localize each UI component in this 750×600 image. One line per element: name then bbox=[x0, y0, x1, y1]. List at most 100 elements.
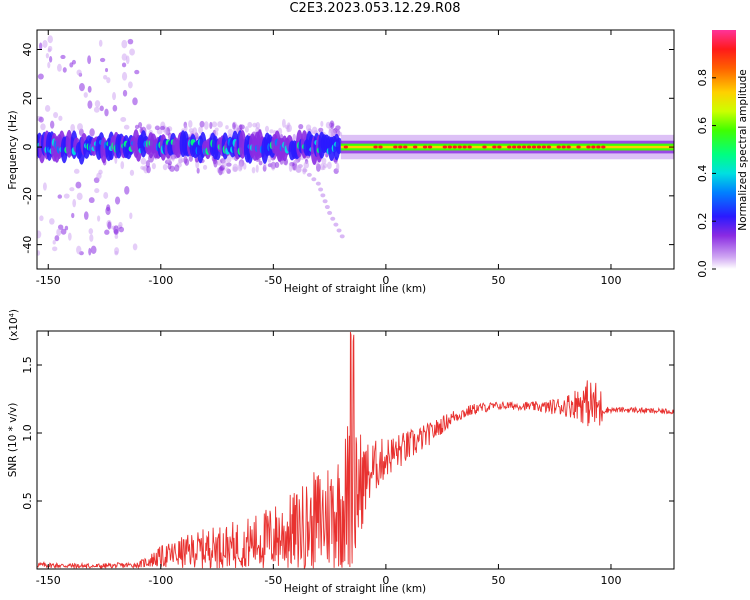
spectrogram-blob bbox=[42, 39, 48, 48]
spectrogram-xtick-label: -50 bbox=[264, 274, 282, 287]
spectrogram-peak-dot bbox=[393, 145, 398, 149]
spectrogram-peak-dot bbox=[412, 145, 418, 149]
spectrogram-trail-blob bbox=[322, 199, 328, 204]
spectrogram-blob bbox=[57, 63, 62, 72]
spectrogram-blob bbox=[37, 230, 42, 239]
spectrogram-blob bbox=[77, 123, 83, 131]
spectrogram-blob bbox=[94, 100, 101, 108]
spectrogram-peak-dot bbox=[492, 145, 497, 149]
spectrogram-plot: -150 -100 -50 0 50 100 -40 -20 0 20 40 Height of s… bbox=[7, 29, 675, 295]
spectrogram-blob bbox=[213, 158, 218, 168]
spectrogram-blob bbox=[134, 69, 140, 75]
spectrogram-blob bbox=[298, 123, 304, 130]
colorbar-tick-label: 0.0 bbox=[696, 260, 709, 278]
spectrogram-blob bbox=[89, 234, 94, 242]
spectrogram-trail-blob bbox=[311, 177, 317, 182]
spectrogram-blob bbox=[267, 158, 272, 163]
spectrogram-blob bbox=[62, 67, 67, 73]
spectrogram-blob bbox=[258, 160, 263, 166]
spectrogram-blob bbox=[83, 211, 89, 220]
spectrogram-blob bbox=[52, 246, 58, 252]
spectrogram-blob bbox=[76, 192, 83, 201]
spectrogram-band-blob bbox=[335, 137, 343, 154]
spectrogram-blob bbox=[162, 164, 168, 171]
snr-frame bbox=[36, 330, 675, 570]
spectrogram-blob bbox=[47, 45, 53, 52]
spectrogram-peak-dot bbox=[566, 145, 571, 149]
spectrogram-blob bbox=[49, 120, 55, 129]
spectrogram-peak-dot bbox=[427, 145, 433, 149]
spectrogram-peak-dot bbox=[586, 145, 591, 149]
spectrogram-blob bbox=[325, 121, 332, 129]
spectrogram-blob bbox=[57, 194, 63, 199]
spectrogram-blob bbox=[124, 185, 130, 195]
spectrogram-blob bbox=[326, 161, 332, 170]
spectrogram-blob bbox=[196, 167, 200, 174]
colorbar-tick-label: 0.4 bbox=[696, 165, 709, 183]
spectrogram-blob bbox=[227, 128, 234, 136]
spectrogram-ytick-label: 20 bbox=[21, 91, 34, 105]
spectrogram-blob bbox=[159, 125, 166, 131]
spectrogram-peak-dot bbox=[442, 145, 448, 149]
spectrogram-trail-blob bbox=[318, 187, 324, 192]
spectrogram-blob bbox=[129, 212, 133, 220]
spectrogram-blob bbox=[76, 69, 82, 76]
spectrogram-xlabel: Height of straight line (km) bbox=[284, 283, 426, 295]
spectrogram-frame bbox=[36, 29, 675, 270]
snr-xtick-label: -150 bbox=[36, 574, 61, 587]
spectrogram-blob bbox=[39, 215, 44, 222]
spectrogram-blob bbox=[103, 75, 108, 80]
spectrogram-blob bbox=[303, 161, 310, 169]
spectrogram-blob bbox=[122, 89, 128, 97]
spectrogram-blob bbox=[225, 125, 229, 130]
spectrogram-blob bbox=[103, 191, 109, 199]
spectrogram-peak-dot bbox=[516, 145, 522, 149]
snr-marks bbox=[37, 331, 674, 569]
snr-xtick-label: -100 bbox=[148, 574, 173, 587]
spectrogram-blob bbox=[118, 226, 125, 233]
figure-title: C2E3.2023.053.12.29.R08 bbox=[289, 1, 461, 16]
spectrogram-blob bbox=[154, 125, 160, 131]
colorbar-gradient bbox=[712, 30, 736, 269]
spectrogram-blob bbox=[121, 62, 127, 68]
spectrogram-peak-dot bbox=[398, 145, 403, 149]
spectrogram-blob bbox=[211, 121, 218, 128]
spectrogram-blob bbox=[217, 121, 223, 128]
spectrogram-xtick-label: 0 bbox=[382, 274, 389, 287]
spectrogram-blob bbox=[171, 153, 175, 162]
spectrogram-blob bbox=[199, 120, 205, 128]
spectrogram-blob bbox=[107, 221, 112, 230]
spectrogram-blob bbox=[127, 38, 134, 45]
spectrogram-blob bbox=[38, 42, 43, 50]
colorbar-tick-label: 0.2 bbox=[696, 212, 709, 230]
spectrogram-trail-blob bbox=[302, 168, 308, 173]
spectrogram-blob bbox=[53, 111, 59, 119]
spectrogram-blob bbox=[60, 228, 67, 235]
spectrogram-peak-dot bbox=[601, 145, 606, 149]
snr-ytick-label: 1.5 bbox=[21, 356, 34, 374]
spectrogram-blob bbox=[52, 240, 56, 245]
colorbar-tick-label: 0.8 bbox=[696, 69, 709, 87]
spectrogram-blob bbox=[87, 100, 93, 109]
spectrogram-trail-blob bbox=[324, 205, 330, 210]
spectrogram-peak-dot bbox=[422, 145, 428, 149]
spectrogram-peak-dot bbox=[561, 145, 566, 149]
spectrogram-blob bbox=[255, 164, 259, 173]
spectrogram-xtick-label: 50 bbox=[491, 274, 505, 287]
colorbar-label: Normalized spectral amplitude bbox=[737, 69, 749, 230]
spectrogram-blob bbox=[121, 53, 128, 61]
spectrogram-blob bbox=[89, 128, 95, 137]
snr-ytick-label: 0.5 bbox=[21, 492, 34, 510]
snr-xtick-label: 100 bbox=[600, 574, 621, 587]
spectrogram-peak-dot bbox=[467, 145, 472, 149]
snr-ticks: -150 -100 -50 0 50 100 0.5 1.0 1.5 bbox=[21, 331, 674, 587]
snr-series-line bbox=[37, 331, 674, 569]
snr-multiplier: (x10⁴) bbox=[8, 309, 20, 341]
spectrogram-blob bbox=[70, 123, 75, 132]
spectrogram-blob bbox=[47, 35, 53, 44]
spectrogram-blob bbox=[44, 105, 51, 112]
spectrogram-blob bbox=[232, 166, 238, 173]
spectrogram-blob bbox=[214, 127, 219, 132]
spectrogram-xtick-label: -100 bbox=[148, 274, 173, 287]
spectrogram-blob bbox=[237, 163, 243, 172]
